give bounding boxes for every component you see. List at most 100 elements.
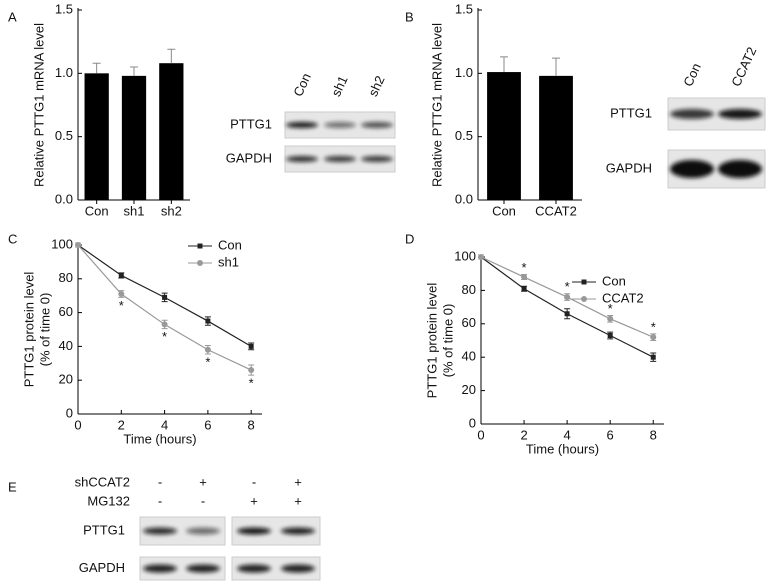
- x-tick-label: 8: [650, 427, 657, 442]
- error-bar: [552, 57, 560, 76]
- x-tick-label: 6: [607, 427, 614, 442]
- annotation: *: [522, 260, 527, 275]
- x-axis-label: Time (hours): [123, 431, 196, 446]
- series-line: [480, 256, 654, 358]
- legend-label: CCAT2: [602, 290, 644, 305]
- bar: [159, 63, 184, 201]
- annotation: *: [162, 329, 167, 344]
- blot-band: [281, 527, 315, 535]
- blot-band: [281, 564, 315, 573]
- marker: [478, 254, 484, 260]
- y-tick-label: 60: [59, 304, 73, 319]
- error-bar: [167, 48, 176, 64]
- condition-label: MG132: [87, 493, 130, 508]
- x-tick-label: sh2: [161, 203, 182, 218]
- marker: [521, 286, 527, 292]
- blot-row-label: PTTG1: [83, 522, 125, 537]
- blot-band: [237, 527, 271, 535]
- blot-band: [143, 564, 177, 573]
- blot-band: [670, 160, 714, 178]
- blot-lane-label: sh1: [328, 73, 350, 98]
- x-tick-label: 0: [74, 417, 81, 432]
- y-tick-label: 80: [59, 270, 73, 285]
- y-tick-label: 20: [462, 382, 476, 397]
- y-axis-label: (% of time 0): [37, 293, 52, 367]
- condition-sign: -: [158, 493, 162, 508]
- y-axis-label: Relative PTTG1 mRNA level: [31, 23, 46, 187]
- condition-sign: -: [201, 493, 205, 508]
- x-tick-label: sh1: [124, 203, 145, 218]
- y-tick-label: 1.5: [55, 1, 73, 16]
- bar: [539, 75, 573, 200]
- y-tick-label: 0.0: [55, 191, 73, 206]
- marker: [521, 274, 528, 281]
- panel-label: A: [8, 9, 17, 24]
- y-tick-label: 0.0: [455, 191, 473, 206]
- y-tick-label: 80: [462, 282, 476, 297]
- condition-sign: +: [199, 474, 207, 489]
- marker: [197, 260, 203, 266]
- y-tick-label: 20: [59, 372, 73, 387]
- annotation: *: [119, 298, 124, 313]
- x-tick-label: 0: [477, 427, 484, 442]
- error-bar: [500, 56, 508, 73]
- y-tick-label: 60: [462, 315, 476, 330]
- x-tick-label: 2: [520, 427, 527, 442]
- marker: [205, 318, 211, 324]
- x-tick-label: 8: [248, 417, 255, 432]
- panel-label: C: [8, 231, 17, 246]
- x-tick-label: 6: [204, 417, 211, 432]
- marker: [204, 346, 211, 353]
- blot-row-label: PTTG1: [230, 116, 272, 131]
- legend-label: sh1: [218, 254, 239, 269]
- condition-sign: -: [158, 474, 162, 489]
- blot-strip: [231, 556, 321, 581]
- blot-lane-label: Con: [290, 71, 314, 99]
- x-tick-label: 2: [118, 417, 125, 432]
- blot-band: [186, 564, 220, 573]
- condition-label: shCCAT2: [75, 474, 130, 489]
- marker: [564, 311, 570, 317]
- marker: [118, 272, 124, 278]
- y-axis-label: (% of time 0): [440, 304, 455, 378]
- blot-lane-label: Con: [680, 61, 704, 89]
- marker: [118, 291, 125, 298]
- blot-band: [670, 109, 714, 119]
- blot-band: [361, 156, 393, 162]
- y-tick-label: 1.0: [455, 65, 473, 80]
- annotation: *: [205, 354, 210, 369]
- blot-row-label: PTTG1: [610, 105, 652, 120]
- blot-band: [718, 109, 762, 119]
- blot-band: [361, 122, 393, 128]
- blot-band: [237, 564, 271, 573]
- blot-row-label: GAPDH: [79, 560, 125, 575]
- annotation: *: [249, 376, 254, 391]
- x-tick-label: Con: [492, 203, 516, 218]
- bar: [487, 72, 521, 200]
- marker: [75, 242, 81, 248]
- marker: [581, 296, 587, 302]
- blot-band: [286, 122, 318, 128]
- blot-band: [324, 156, 356, 162]
- marker: [248, 367, 255, 374]
- condition-sign: -: [252, 474, 256, 489]
- x-tick-label: 4: [564, 427, 571, 442]
- marker: [248, 343, 254, 349]
- y-tick-label: 100: [454, 248, 476, 263]
- marker: [161, 321, 168, 328]
- y-tick-label: 0.5: [55, 128, 73, 143]
- x-axis-label: Time (hours): [526, 441, 599, 456]
- blot-row-label: GAPDH: [226, 150, 272, 165]
- marker: [162, 294, 168, 300]
- condition-sign: +: [250, 493, 258, 508]
- blot-band: [286, 156, 318, 162]
- bar: [121, 75, 147, 200]
- blot-row-label: GAPDH: [606, 160, 652, 175]
- marker: [650, 334, 657, 341]
- marker: [581, 279, 587, 285]
- marker: [197, 243, 203, 249]
- blot-lane-label: sh2: [365, 73, 387, 98]
- x-tick-label: 4: [161, 417, 168, 432]
- panel-label: D: [405, 231, 414, 246]
